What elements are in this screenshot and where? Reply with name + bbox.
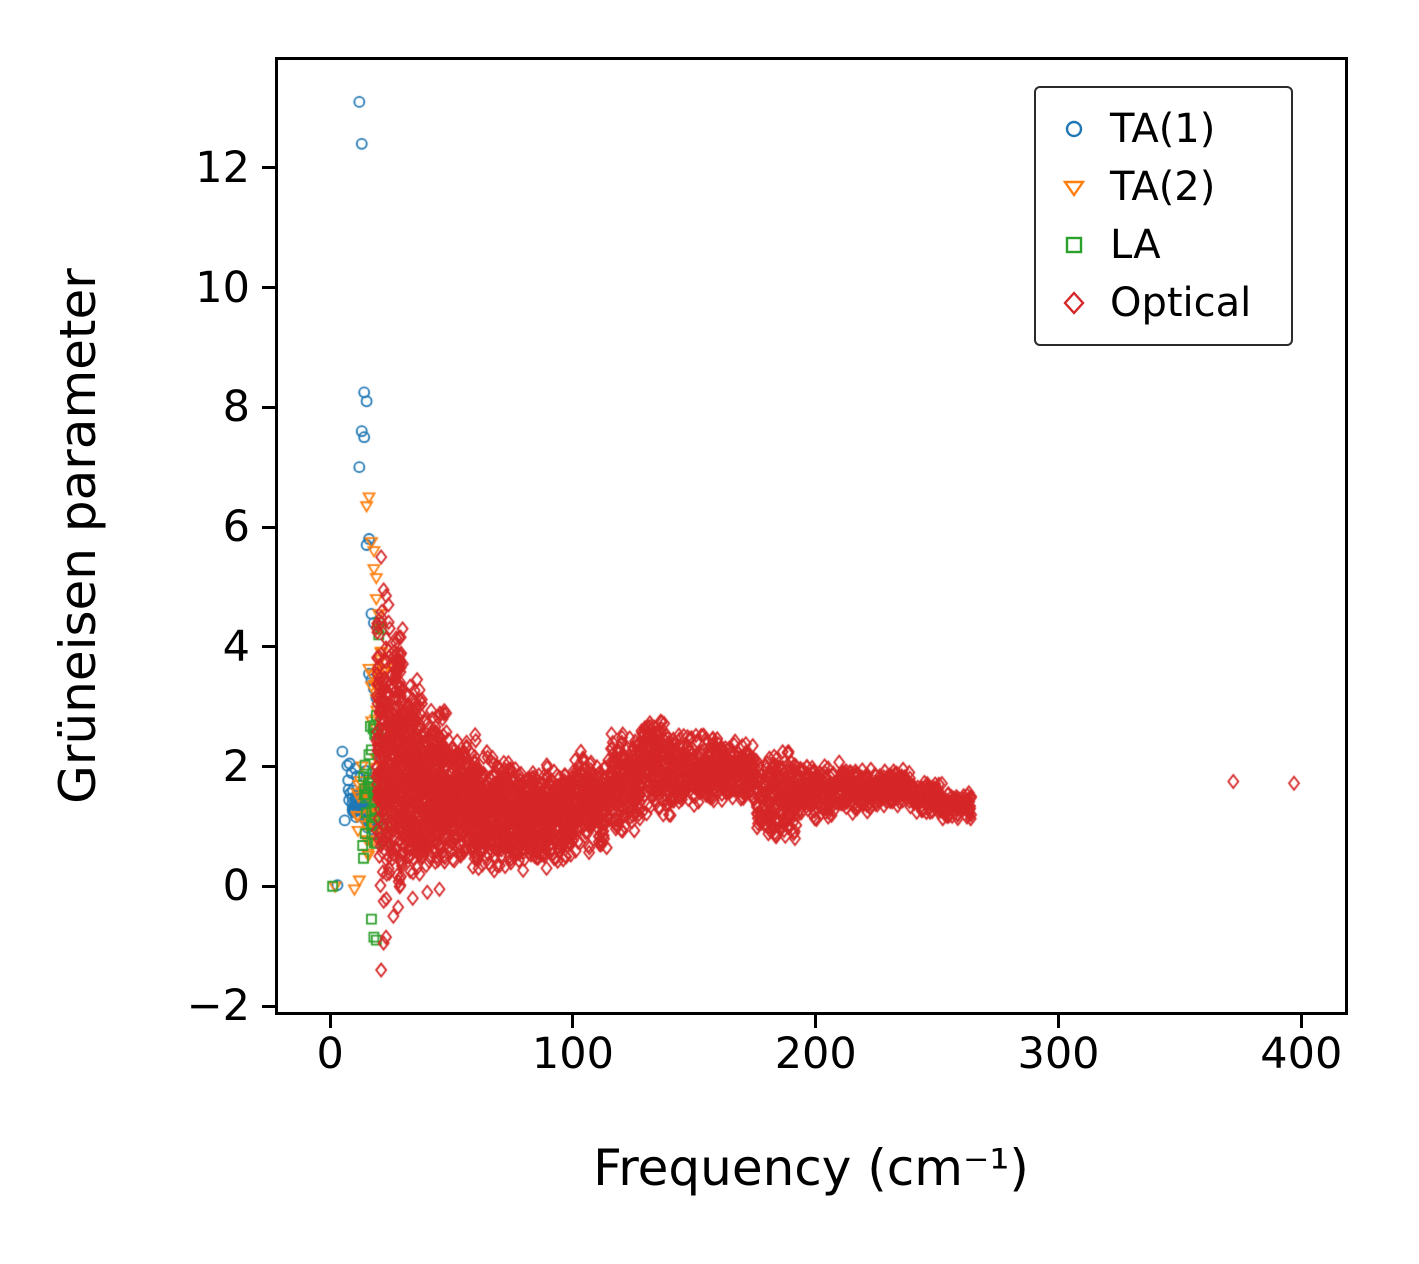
x-axis-label: Frequency (cm⁻¹) (593, 1139, 1029, 1197)
y-tick-label: 12 (195, 142, 250, 193)
legend-item-optical: Optical (1058, 280, 1251, 326)
x-tick (328, 1015, 332, 1028)
y-axis-label: Grüneisen parameter (49, 268, 107, 804)
legend-label-ta2: TA(2) (1110, 164, 1216, 210)
x-tick (571, 1015, 575, 1028)
x-tick (814, 1015, 818, 1028)
diamond-marker-icon (1063, 291, 1085, 315)
x-tick (1299, 1015, 1303, 1028)
y-tick-label: 0 (222, 861, 250, 912)
legend-item-ta2: TA(2) (1058, 164, 1251, 210)
x-tick-label: 0 (316, 1029, 344, 1079)
y-tick (262, 645, 275, 649)
y-tick (262, 166, 275, 170)
circle-marker-icon (1065, 120, 1083, 138)
x-tick-label: 200 (774, 1029, 857, 1079)
x-tick-label: 400 (1260, 1029, 1343, 1079)
triangle-down-marker-icon (1062, 180, 1086, 198)
x-tick-label: 300 (1017, 1029, 1100, 1079)
square-marker-icon (1065, 236, 1083, 254)
y-tick (262, 765, 275, 769)
y-tick (262, 525, 275, 529)
legend-item-la: LA (1058, 222, 1251, 268)
x-tick (1057, 1015, 1061, 1028)
y-tick (262, 884, 275, 888)
y-tick-label: −2 (186, 981, 250, 1031)
legend-item-ta1: TA(1) (1058, 106, 1251, 152)
legend-label-la: LA (1110, 222, 1161, 268)
legend-label-ta1: TA(1) (1110, 106, 1216, 152)
legend-label-optical: Optical (1110, 280, 1252, 326)
y-tick (262, 286, 275, 290)
y-tick (262, 405, 275, 409)
legend: TA(1) TA(2) LA Optical (1034, 86, 1294, 346)
y-tick (262, 1004, 275, 1008)
x-tick-label: 100 (531, 1029, 614, 1079)
